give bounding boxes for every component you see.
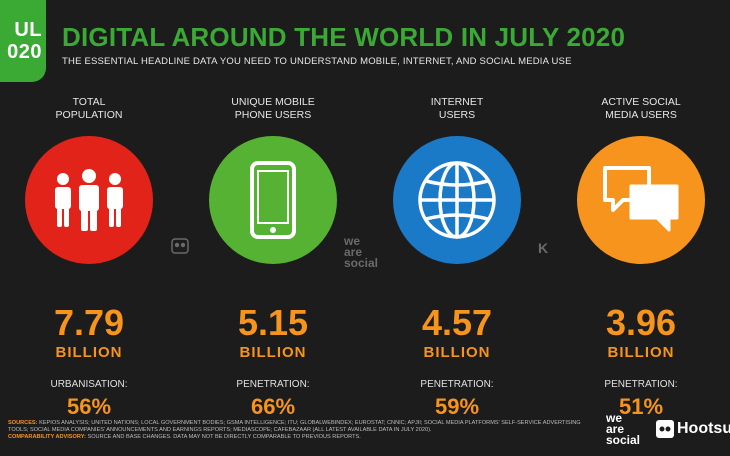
social-penetration-label: PENETRATION:: [604, 379, 678, 390]
social-unit: BILLION: [607, 344, 675, 361]
column-label-line-1: UNIQUE MOBILE: [231, 96, 315, 108]
stat-column-mobile: UNIQUE MOBILE PHONE USERS 5.15 BILLION P…: [198, 96, 348, 420]
column-label-line-2: MEDIA USERS: [605, 109, 677, 121]
internet-value: 4.57: [421, 302, 493, 343]
watermark-line-3: social: [344, 256, 379, 270]
hootsuite-logo: Hootsu: [656, 420, 730, 438]
page-title: DIGITAL AROUND THE WORLD IN JULY 2020: [62, 22, 626, 52]
page-subtitle: THE ESSENTIAL HEADLINE DATA YOU NEED TO …: [62, 56, 572, 67]
mobile-penetration-label: PENETRATION:: [236, 379, 310, 390]
population-value: 7.79: [53, 302, 125, 343]
column-label: UNIQUE MOBILE PHONE USERS: [198, 96, 348, 126]
stat-column-population: TOTAL POPULATION 7.79 BILLION URBANISATI…: [14, 96, 164, 420]
column-label-line-1: INTERNET: [430, 96, 484, 108]
mobile-value: 5.15: [237, 302, 309, 343]
speech-bubbles-icon: [603, 166, 679, 232]
column-label: INTERNET USERS: [382, 96, 532, 126]
watermark-line-2: are: [344, 245, 363, 259]
mobile-phone-icon: [250, 161, 296, 239]
sources-note: SOURCES: KEPIOS ANALYSIS; UNITED NATIONS…: [8, 420, 598, 441]
owl-watermark-icon: [171, 238, 189, 257]
internet-unit: BILLION: [423, 344, 491, 361]
stat-column-social: ACTIVE SOCIAL MEDIA USERS 3.96 BILLION P…: [566, 96, 716, 420]
we-are-social-watermark: we are social: [344, 234, 379, 270]
kepios-watermark: K: [538, 240, 549, 256]
sources-label: SOURCES:: [8, 420, 38, 426]
internet-penetration-value: 59%: [434, 394, 480, 419]
social-circle: [577, 136, 705, 264]
stat-column-internet: INTERNET USERS 4.57 BILLION PENETRATION:…: [382, 96, 532, 420]
hootsuite-owl-icon: [656, 420, 674, 438]
people-icon: [55, 169, 123, 231]
column-label-line-1: TOTAL: [72, 96, 106, 108]
column-label-line-1: ACTIVE SOCIAL: [601, 96, 681, 108]
badge-line-1: UL: [14, 19, 42, 41]
column-label: ACTIVE SOCIAL MEDIA USERS: [566, 96, 716, 126]
advisory-text: SOURCE AND BASE CHANGES. DATA MAY NOT BE…: [87, 434, 361, 440]
column-label-line-2: POPULATION: [55, 109, 123, 121]
logo-line-2: are: [606, 422, 625, 436]
population-unit: BILLION: [55, 344, 123, 361]
internet-penetration-label: PENETRATION:: [420, 379, 494, 390]
month-badge: UL 020: [0, 0, 46, 82]
we-are-social-logo: we are social: [606, 411, 641, 447]
column-label-line-2: PHONE USERS: [234, 109, 312, 121]
internet-circle: [393, 136, 521, 264]
badge-line-2: 020: [7, 41, 42, 63]
watermark-line-1: we: [344, 234, 361, 248]
social-penetration-value: 51%: [618, 394, 664, 419]
column-label-line-2: USERS: [438, 109, 476, 121]
mobile-penetration-value: 66%: [250, 394, 296, 419]
urbanisation-label: URBANISATION:: [50, 379, 128, 390]
mobile-circle: [209, 136, 337, 264]
urbanisation-value: 56%: [66, 394, 112, 419]
mobile-unit: BILLION: [239, 344, 307, 361]
population-circle: [25, 136, 153, 264]
globe-icon: [418, 161, 496, 239]
logo-line-3: social: [606, 433, 641, 447]
hootsuite-wordmark: Hootsu: [677, 420, 730, 437]
advisory-label: COMPARABILITY ADVISORY:: [8, 434, 86, 440]
column-label: TOTAL POPULATION: [14, 96, 164, 126]
social-value: 3.96: [605, 302, 677, 343]
sources-text: KEPIOS ANALYSIS; UNITED NATIONS; LOCAL G…: [8, 420, 581, 433]
logo-line-1: we: [606, 411, 623, 425]
